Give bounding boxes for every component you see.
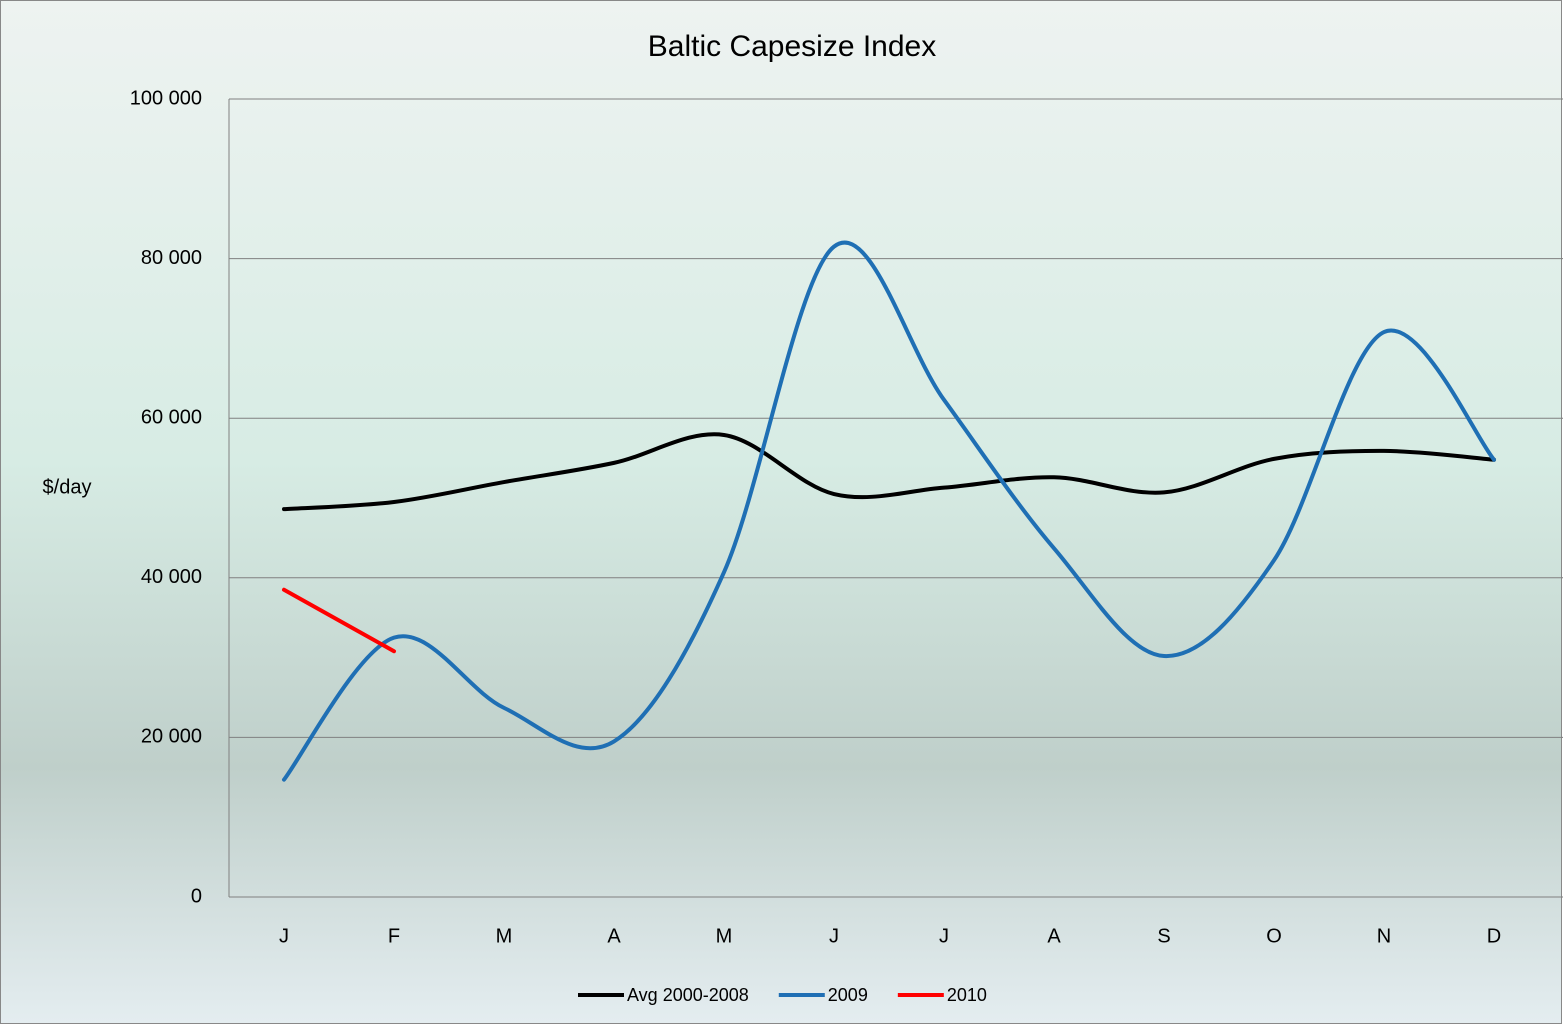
y-tick-label: 80 000 xyxy=(141,247,202,269)
legend-label: 2009 xyxy=(828,985,868,1005)
x-tick-label: M xyxy=(716,925,733,947)
y-axis-label: $/day xyxy=(43,476,92,498)
y-tick-label: 100 000 xyxy=(130,87,202,109)
x-tick-label: A xyxy=(1047,925,1061,947)
x-tick-label: N xyxy=(1377,925,1391,947)
x-tick-label: A xyxy=(607,925,621,947)
y-tick-label: 0 xyxy=(191,885,202,907)
y-tick-label: 40 000 xyxy=(141,566,202,588)
series-line xyxy=(282,240,1496,782)
y-tick-label: 60 000 xyxy=(141,406,202,428)
y-tick-label: 20 000 xyxy=(141,726,202,748)
x-tick-label: S xyxy=(1157,925,1170,947)
x-tick-label: M xyxy=(496,925,513,947)
x-tick-label: D xyxy=(1487,925,1501,947)
x-tick-label: J xyxy=(829,925,839,947)
legend-label: Avg 2000-2008 xyxy=(627,985,749,1005)
x-tick-label: J xyxy=(939,925,949,947)
x-tick-label: J xyxy=(279,925,289,947)
series-line xyxy=(282,432,1496,512)
legend-label: 2010 xyxy=(947,985,987,1005)
series-line xyxy=(282,587,396,654)
x-tick-label: F xyxy=(388,925,400,947)
chart-title: Baltic Capesize Index xyxy=(648,30,937,63)
x-tick-label: O xyxy=(1266,925,1282,947)
